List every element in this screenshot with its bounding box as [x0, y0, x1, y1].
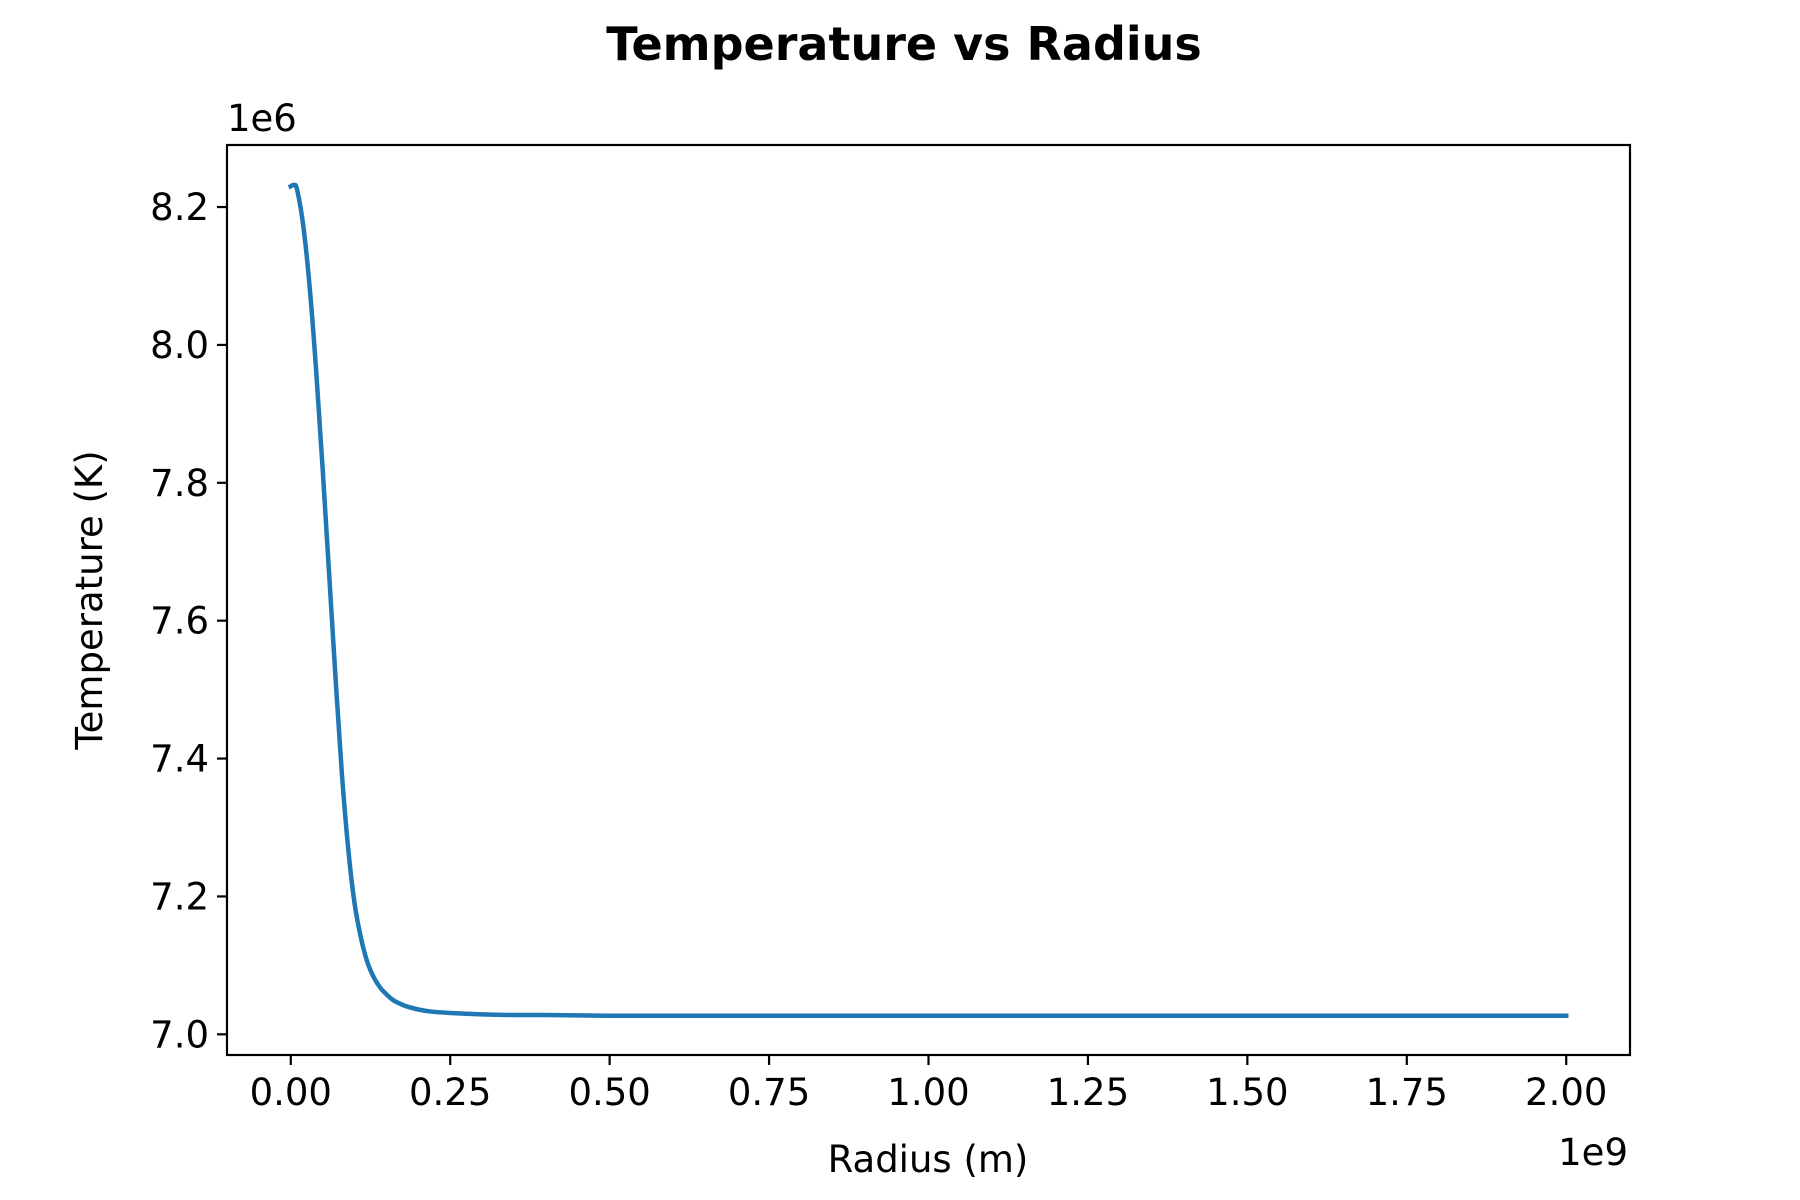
x-tick-label: 0.00	[250, 1071, 332, 1114]
x-axis-label: Radius (m)	[828, 1138, 1029, 1181]
y-tick-label: 7.4	[150, 738, 209, 781]
plot-area-background	[227, 145, 1630, 1055]
x-tick-label: 0.25	[409, 1071, 491, 1114]
x-axis-offset-label: 1e9	[1558, 1131, 1628, 1174]
y-axis-label: Temperature (K)	[68, 450, 111, 750]
x-tick-label: 1.00	[887, 1071, 969, 1114]
y-tick-label: 7.2	[150, 875, 209, 918]
temperature-line	[287, 182, 1569, 1019]
x-axis-ticks: 0.00 0.25 0.50 0.75 1.00 1.25 1.50 1.75 2.00	[250, 1055, 1607, 1114]
x-tick-label: 1.75	[1366, 1071, 1448, 1114]
x-tick-label: 0.50	[568, 1071, 650, 1114]
y-tick-label: 7.8	[150, 462, 209, 505]
x-tick-label: 0.75	[728, 1071, 810, 1114]
x-tick-label: 1.25	[1047, 1071, 1129, 1114]
y-axis-offset-label: 1e6	[227, 97, 297, 140]
y-tick-label: 8.0	[150, 324, 209, 367]
y-tick-label: 7.6	[150, 600, 209, 643]
x-tick-label: 2.00	[1525, 1071, 1607, 1114]
y-tick-label: 7.0	[150, 1013, 209, 1056]
y-axis-ticks: 7.0 7.2 7.4 7.6 7.8 8.0 8.2	[150, 186, 227, 1056]
y-tick-label: 8.2	[150, 186, 209, 229]
axes-frame	[225, 143, 1632, 1057]
x-tick-label: 1.50	[1206, 1071, 1288, 1114]
chart-title: Temperature vs Radius	[606, 17, 1202, 71]
